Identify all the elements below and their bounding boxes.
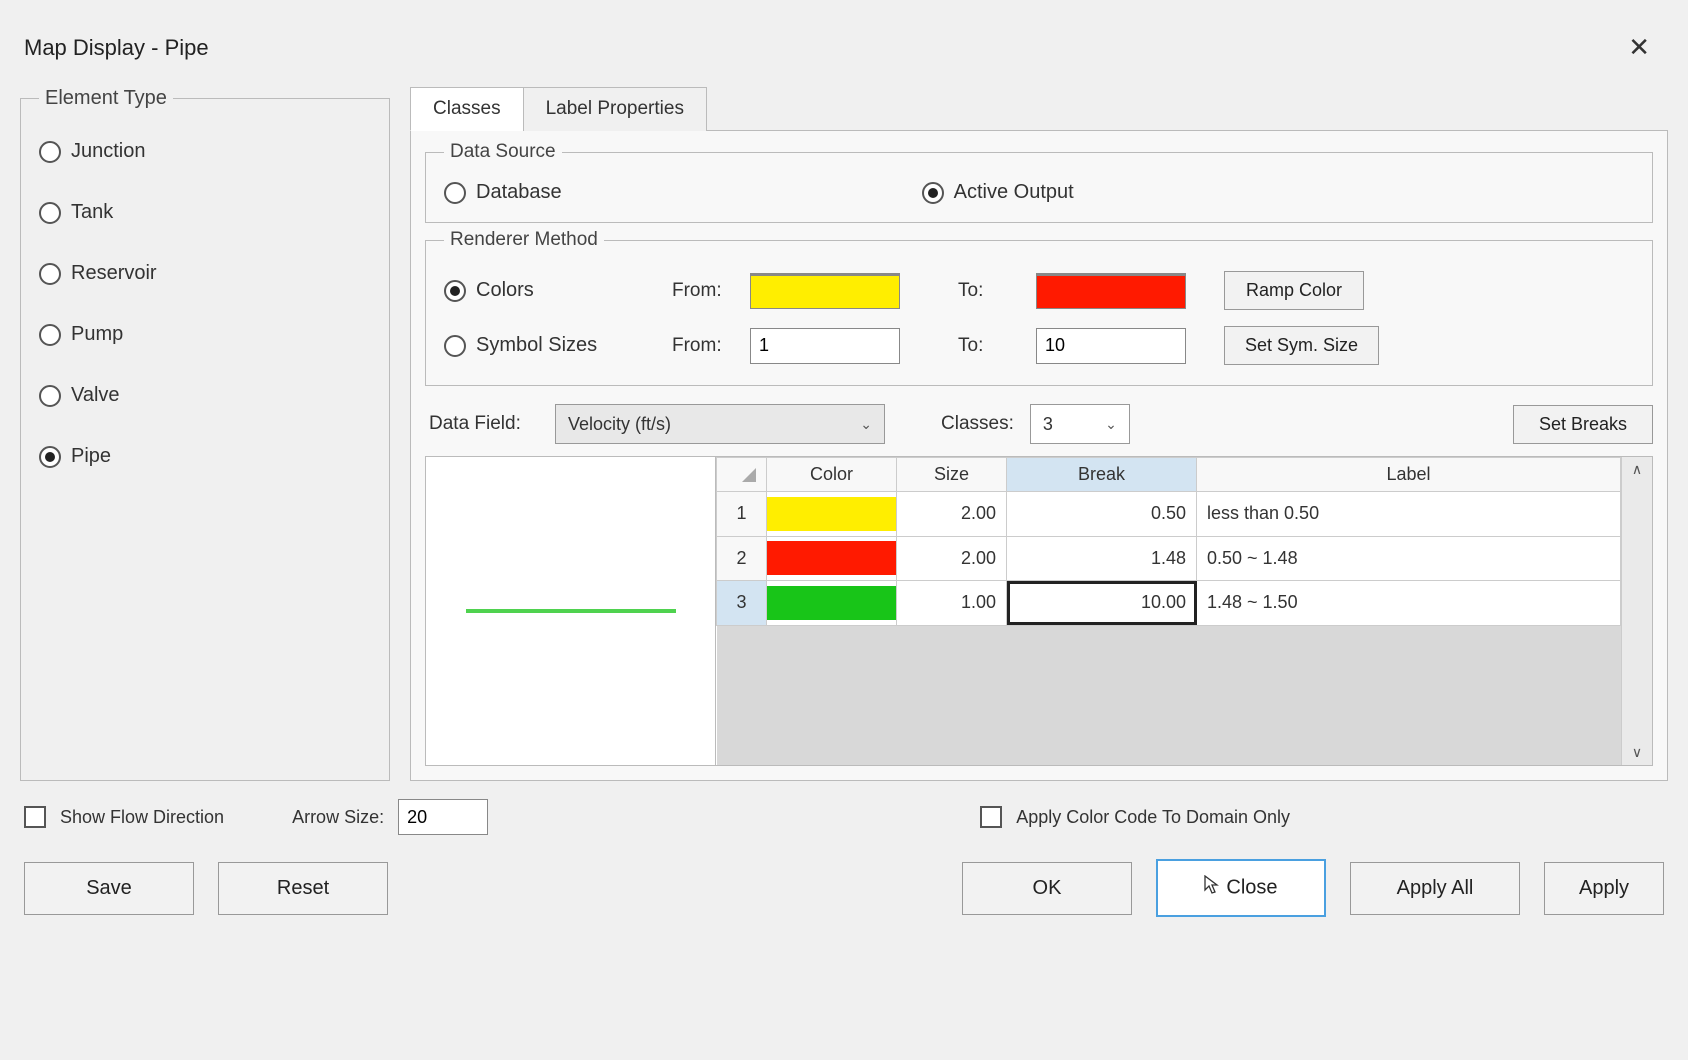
corner-header[interactable] <box>717 458 767 492</box>
radio-icon <box>39 202 61 224</box>
classes-select[interactable]: 3 ⌄ <box>1030 404 1130 444</box>
radio-active-output[interactable]: Active Output <box>922 181 1074 204</box>
color-cell[interactable] <box>767 536 897 581</box>
save-button[interactable]: Save <box>24 862 194 915</box>
table-row[interactable]: 3 1.00 10.00 1.48 ~ 1.50 <box>717 581 1621 626</box>
data-source-group: Data Source Database Active Output <box>425 141 1653 223</box>
chevron-down-icon: ⌄ <box>860 416 872 433</box>
ramp-color-button[interactable]: Ramp Color <box>1224 271 1364 310</box>
show-flow-label: Show Flow Direction <box>60 807 224 828</box>
empty-area <box>717 625 1621 765</box>
table-body: 1 2.00 0.50 less than 0.50 2 2.00 <box>717 492 1621 766</box>
from-label-size: From: <box>672 335 732 357</box>
reset-button[interactable]: Reset <box>218 862 388 915</box>
radio-icon <box>39 324 61 346</box>
size-cell[interactable]: 1.00 <box>897 581 1007 626</box>
tab-body-classes: Data Source Database Active Output Rend <box>410 130 1668 781</box>
radio-icon <box>39 385 61 407</box>
close-icon[interactable]: ✕ <box>1618 28 1660 67</box>
radio-junction[interactable]: Junction <box>39 140 371 163</box>
apply-domain-checkbox[interactable] <box>980 806 1002 828</box>
radio-icon <box>444 182 466 204</box>
col-break[interactable]: Break <box>1007 458 1197 492</box>
tabs: Classes Label Properties <box>410 87 1668 131</box>
radio-tank[interactable]: Tank <box>39 201 371 224</box>
preview-pane <box>426 457 716 765</box>
dialog-title: Map Display - Pipe <box>24 35 209 61</box>
size-from-input[interactable] <box>750 328 900 364</box>
break-cell[interactable]: 0.50 <box>1007 492 1197 537</box>
set-sym-size-button[interactable]: Set Sym. Size <box>1224 326 1379 365</box>
size-cell[interactable]: 2.00 <box>897 492 1007 537</box>
col-color[interactable]: Color <box>767 458 897 492</box>
arrow-size-label: Arrow Size: <box>292 807 384 828</box>
triangle-icon <box>742 468 756 482</box>
tab-label-properties[interactable]: Label Properties <box>523 87 707 131</box>
label-cell[interactable]: less than 0.50 <box>1197 492 1621 537</box>
color-to-swatch[interactable] <box>1036 273 1186 309</box>
radio-pipe[interactable]: Pipe <box>39 445 371 468</box>
radio-icon <box>444 335 466 357</box>
map-display-dialog: Map Display - Pipe ✕ Element Type Juncti… <box>20 20 1668 923</box>
radio-icon <box>39 446 61 468</box>
color-cell[interactable] <box>767 492 897 537</box>
classes-value: 3 <box>1043 414 1053 435</box>
row-num: 3 <box>717 581 767 626</box>
tab-classes[interactable]: Classes <box>410 87 524 131</box>
break-cell[interactable]: 10.00 <box>1007 581 1197 626</box>
col-label[interactable]: Label <box>1197 458 1621 492</box>
radio-icon <box>922 182 944 204</box>
apply-button[interactable]: Apply <box>1544 862 1664 915</box>
data-source-legend: Data Source <box>444 141 562 163</box>
chevron-down-icon: ⌄ <box>1105 416 1117 433</box>
radio-symbol-sizes[interactable]: Symbol Sizes <box>444 334 654 357</box>
element-type-group: Element Type Junction Tank Reservoir Pum… <box>20 87 390 781</box>
table-row[interactable]: 2 2.00 1.48 0.50 ~ 1.48 <box>717 536 1621 581</box>
renderer-method-group: Renderer Method Colors From: To: Ramp Co… <box>425 229 1653 386</box>
arrow-size-input[interactable] <box>398 799 488 835</box>
table-area: Color Size Break Label 1 2. <box>425 456 1653 766</box>
color-from-swatch[interactable] <box>750 273 900 309</box>
color-cell[interactable] <box>767 581 897 626</box>
cursor-icon <box>1204 875 1220 901</box>
radio-reservoir[interactable]: Reservoir <box>39 262 371 285</box>
preview-line <box>466 609 676 613</box>
radio-colors[interactable]: Colors <box>444 279 654 302</box>
renderer-method-legend: Renderer Method <box>444 229 604 251</box>
ok-button[interactable]: OK <box>962 862 1132 915</box>
row-num: 1 <box>717 492 767 537</box>
from-label: From: <box>672 280 732 302</box>
classes-label: Classes: <box>941 413 1014 435</box>
radio-icon <box>39 141 61 163</box>
radio-database[interactable]: Database <box>444 181 562 204</box>
scrollbar[interactable]: ∧ ∨ <box>1621 457 1652 765</box>
apply-all-button[interactable]: Apply All <box>1350 862 1520 915</box>
size-to-input[interactable] <box>1036 328 1186 364</box>
size-cell[interactable]: 2.00 <box>897 536 1007 581</box>
scroll-down-icon[interactable]: ∨ <box>1632 744 1642 761</box>
col-size[interactable]: Size <box>897 458 1007 492</box>
radio-valve[interactable]: Valve <box>39 384 371 407</box>
scroll-up-icon[interactable]: ∧ <box>1632 461 1642 478</box>
data-field-value: Velocity (ft/s) <box>568 414 671 435</box>
show-flow-checkbox[interactable] <box>24 806 46 828</box>
break-cell[interactable]: 1.48 <box>1007 536 1197 581</box>
breaks-table: Color Size Break Label 1 2. <box>716 457 1621 765</box>
to-label-size: To: <box>958 335 1018 357</box>
element-type-legend: Element Type <box>39 87 173 110</box>
row-num: 2 <box>717 536 767 581</box>
set-breaks-button[interactable]: Set Breaks <box>1513 405 1653 444</box>
table-row[interactable]: 1 2.00 0.50 less than 0.50 <box>717 492 1621 537</box>
apply-domain-label: Apply Color Code To Domain Only <box>1016 807 1290 828</box>
label-cell[interactable]: 1.48 ~ 1.50 <box>1197 581 1621 626</box>
radio-pump[interactable]: Pump <box>39 323 371 346</box>
data-field-select[interactable]: Velocity (ft/s) ⌄ <box>555 404 885 444</box>
label-cell[interactable]: 0.50 ~ 1.48 <box>1197 536 1621 581</box>
radio-icon <box>39 263 61 285</box>
to-label: To: <box>958 280 1018 302</box>
data-field-label: Data Field: <box>429 413 539 435</box>
close-button[interactable]: Close <box>1156 859 1326 917</box>
radio-icon <box>444 280 466 302</box>
titlebar: Map Display - Pipe ✕ <box>20 20 1668 87</box>
